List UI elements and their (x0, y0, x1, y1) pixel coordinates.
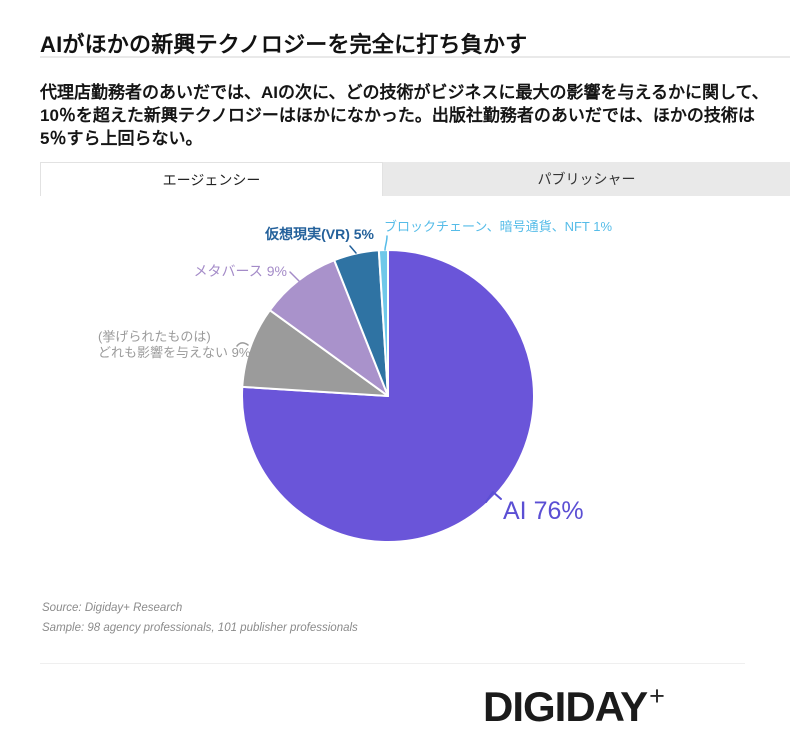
tab-publisher[interactable]: パブリッシャー (383, 162, 790, 196)
tab-publisher-label: パブリッシャー (537, 171, 636, 187)
slice-leader-vr (349, 245, 357, 254)
slice-leader-metaverse (289, 271, 300, 282)
pie-slice-none-of-these[interactable] (241, 309, 389, 397)
slice-label-vr: 仮想現実(VR) 5% (264, 226, 374, 242)
source-block: Source: Digiday+ Research Sample: 98 age… (42, 598, 358, 638)
digiday-logo-text: DIGIDAY (483, 683, 648, 730)
source-line: Source: Digiday+ Research (42, 602, 183, 614)
header-divider (40, 56, 790, 58)
pie-chart: AI 76% (挙げられたものは)どれも影響を与えない 9% メタバース 9% 仮想現… (98, 219, 612, 543)
page-subtitle: 代理店勤務者のあいだでは、AIの次に、どの技術がビジネスに最大の影響を与えるかに… (40, 83, 769, 148)
slice-label-blockchain: ブロックチェーン、暗号通貨、NFT 1% (384, 219, 612, 234)
slice-leader-ai (485, 491, 502, 503)
slice-label-none-of-these: (挙げられたものは)どれも影響を与えない 9% (98, 329, 251, 360)
tab-agency-label: エージェンシー (162, 171, 261, 188)
slice-label-ai: AI 76% (503, 497, 584, 525)
slice-leader-blockchain (384, 235, 388, 251)
digiday-logo-plus-icon: + (649, 681, 665, 711)
sample-line: Sample: 98 agency professionals, 101 pub… (42, 622, 358, 634)
footer-divider (40, 663, 745, 664)
slice-label-metaverse: メタバース 9% (194, 263, 287, 279)
tab-bar: エージェンシー パブリッシャー (40, 162, 790, 196)
pie-slice-blockchain[interactable] (377, 249, 389, 397)
page-title: AIがほかの新興テクノロジーを完全に打ち負かす (40, 31, 528, 57)
slice-leader-none-of-these (236, 342, 249, 347)
digiday-logo: DIGIDAY+ (483, 681, 665, 731)
tab-agency[interactable]: エージェンシー (40, 162, 383, 196)
